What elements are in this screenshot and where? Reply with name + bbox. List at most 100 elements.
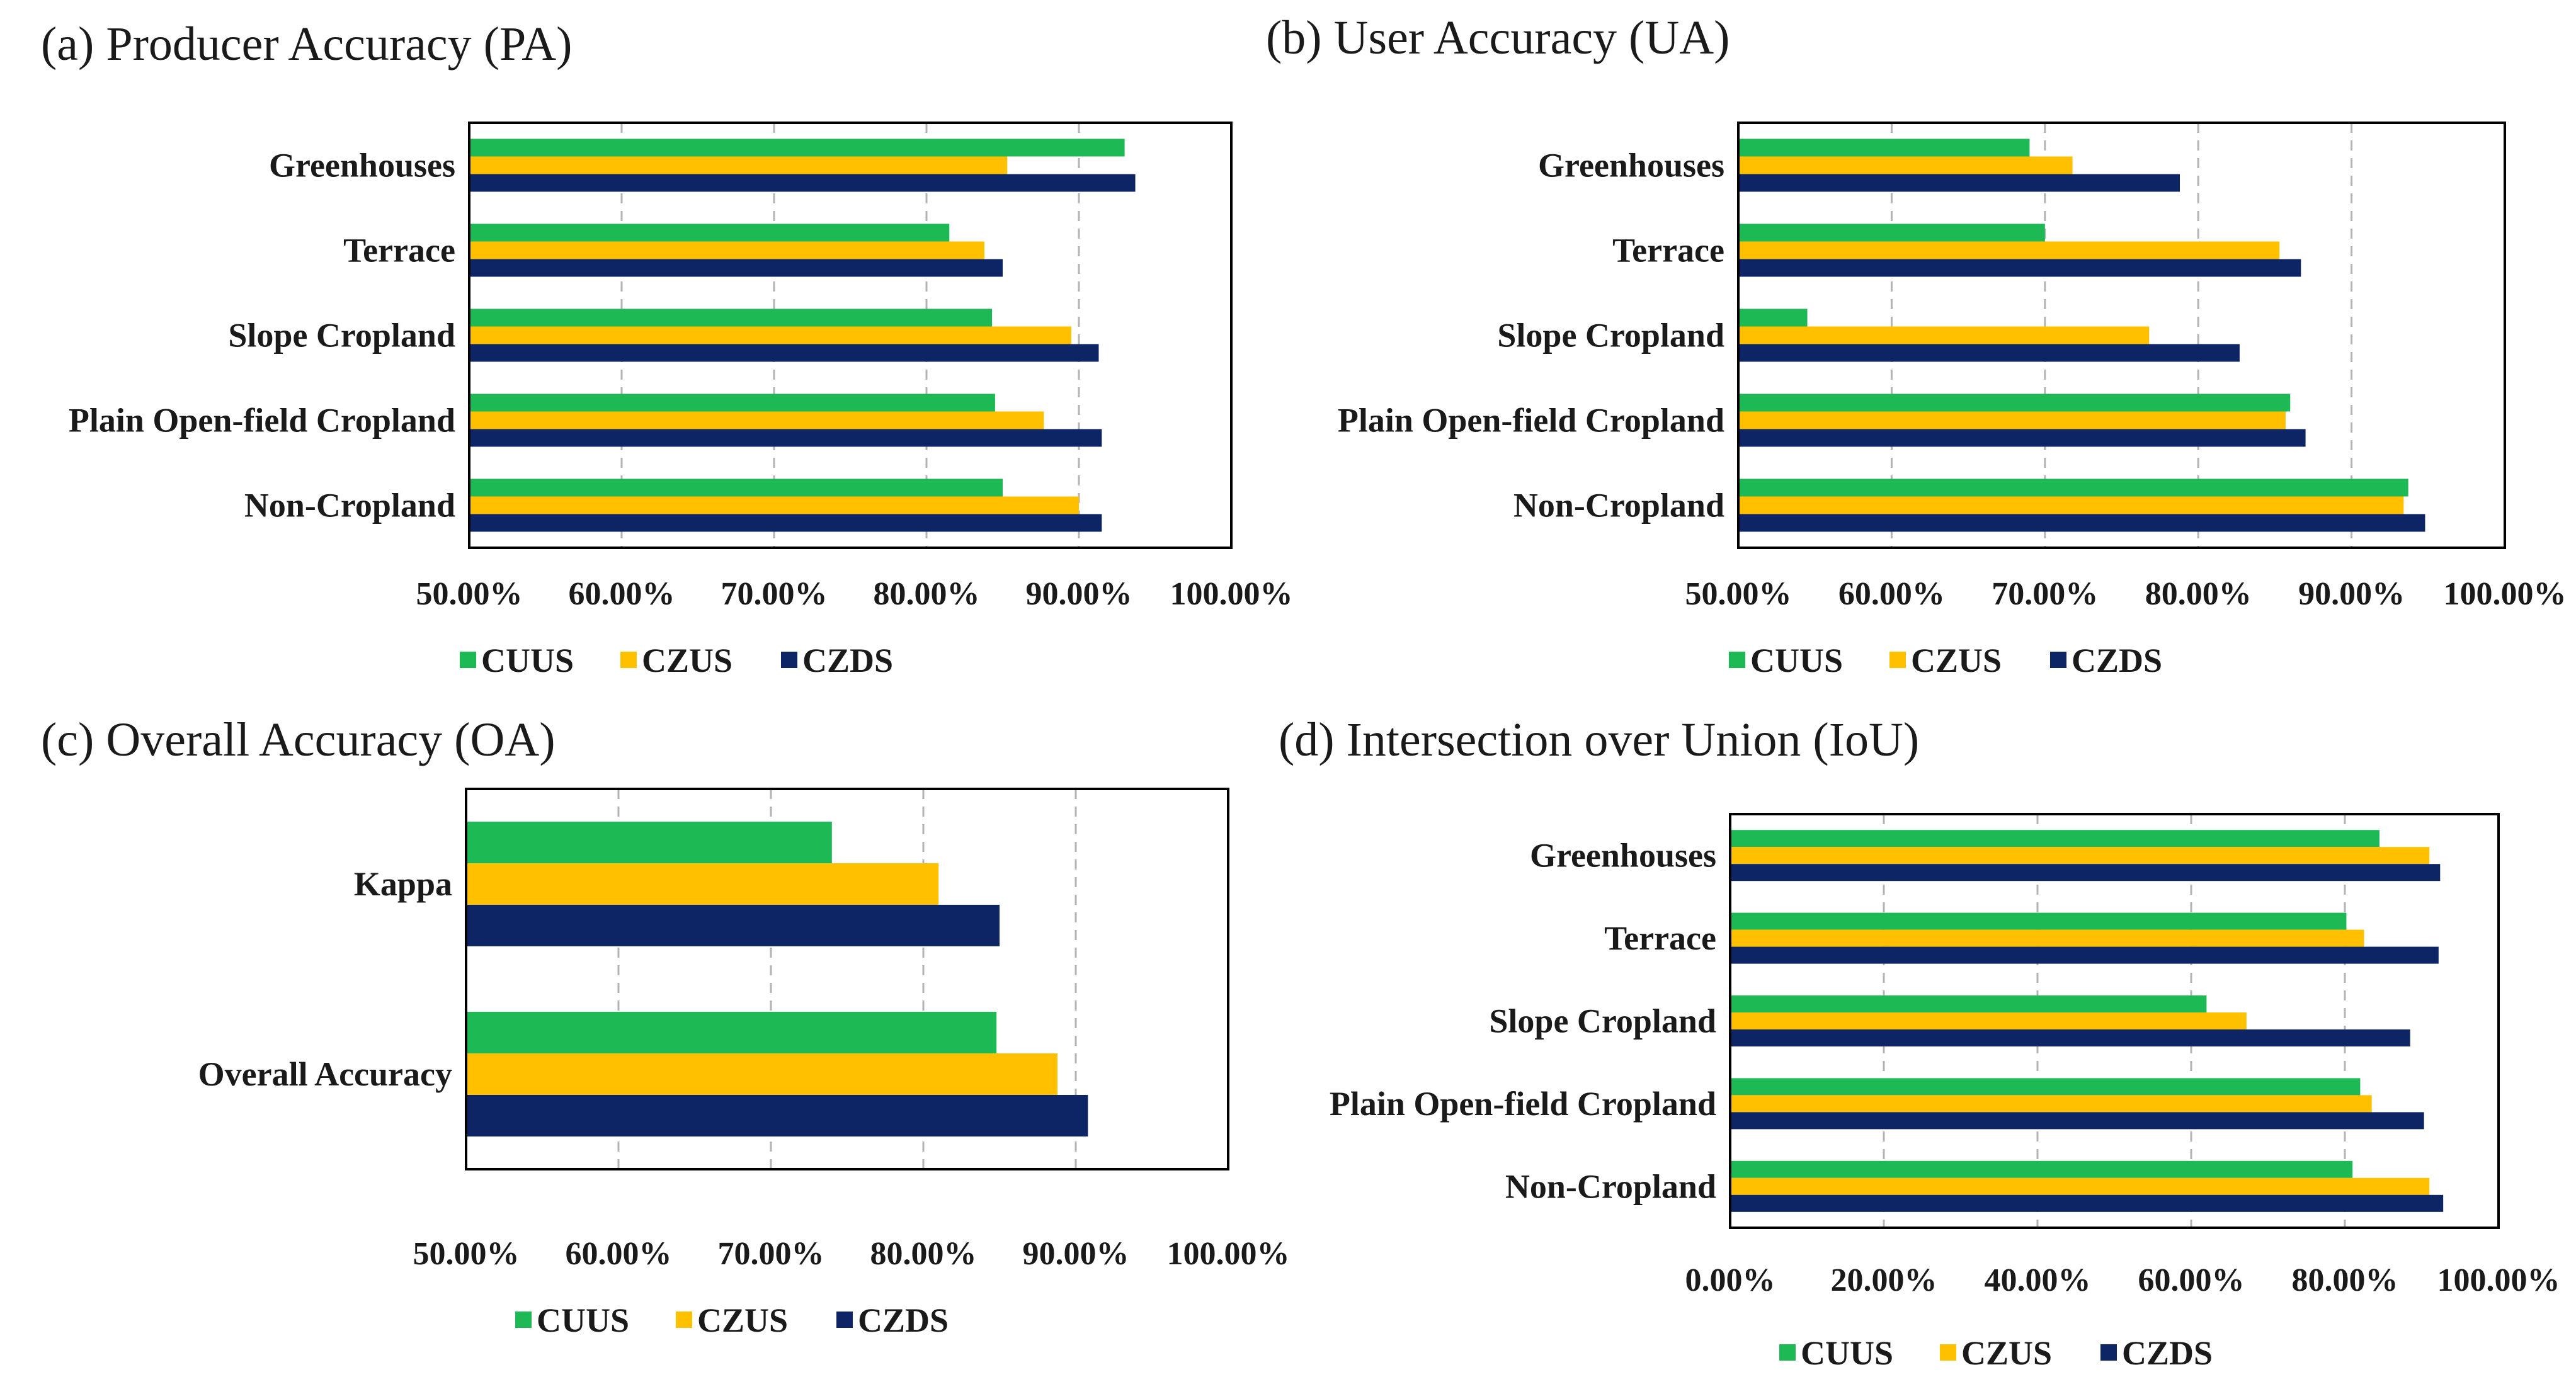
bar-czus-plain-open-field-cropland: [1738, 411, 2286, 429]
bar-czus-kappa: [466, 863, 939, 905]
category-label: Plain Open-field Cropland: [69, 402, 455, 439]
category-label: Plain Open-field Cropland: [1330, 1085, 1716, 1123]
x-tick-label: 100.00%: [1167, 1236, 1290, 1272]
bar-czus-terrace: [1738, 241, 2280, 259]
category-label: Plain Open-field Cropland: [1338, 402, 1724, 439]
bar-czus-greenhouses: [469, 156, 1008, 174]
bar-czus-greenhouses: [1730, 847, 2430, 864]
category-label: Slope Cropland: [1489, 1002, 1716, 1040]
legend-label: CUUS: [481, 642, 574, 679]
bar-cuus-greenhouses: [1730, 830, 2379, 847]
legend-swatch-czus: [1889, 652, 1906, 668]
category-label: Terrace: [1604, 919, 1716, 957]
x-tick-label: 60.00%: [569, 576, 675, 612]
legend-label: CZDS: [2122, 1334, 2213, 1372]
legend-swatch-czds: [2050, 652, 2066, 668]
legend-label: CZDS: [858, 1301, 949, 1339]
chart-panel-c: (c) Overall Accuracy (OA) Kappa Overall Ac…: [41, 713, 1290, 1339]
x-tick-label: 50.00%: [1685, 576, 1792, 612]
legend-label: CZUS: [1961, 1334, 2052, 1372]
chart-panel-a: (a) Producer Accuracy (PA) Greenhouses Ter…: [41, 18, 1293, 679]
bar-czds-slope-cropland: [1730, 1029, 2410, 1046]
bar-cuus-overall-accuracy: [466, 1012, 997, 1053]
bar-cuus-plain-open-field-cropland: [1738, 394, 2291, 412]
bar-cuus-slope-cropland: [469, 309, 993, 327]
plot-frame: [1737, 122, 2506, 549]
chart-panel-b: (b) User Accuracy (UA) Greenhouses Terrace…: [1266, 11, 2567, 679]
bar-czds-non-cropland: [1738, 514, 2425, 532]
bar-czus-non-cropland: [1730, 1177, 2430, 1195]
bar-czus-non-cropland: [1738, 496, 2404, 514]
chart-title: (a) Producer Accuracy (PA): [41, 18, 572, 71]
x-tick-label: 50.00%: [416, 576, 523, 612]
bar-cuus-non-cropland: [1730, 1160, 2353, 1178]
bar-cuus-terrace: [469, 224, 950, 242]
bar-czds-overall-accuracy: [466, 1095, 1088, 1136]
legend-swatch-czus: [676, 1312, 692, 1328]
plot-frame: [468, 122, 1233, 549]
bar-cuus-slope-cropland: [1730, 995, 2207, 1012]
plot-frame: [465, 788, 1229, 1170]
bar-cuus-plain-open-field-cropland: [1730, 1078, 2361, 1096]
x-tick-label: 20.00%: [1831, 1262, 1937, 1298]
legend-label: CZUS: [1911, 642, 2002, 679]
x-tick-label: 70.00%: [721, 576, 828, 612]
x-tick-label: 0.00%: [1685, 1262, 1775, 1298]
x-tick-label: 60.00%: [1838, 576, 1945, 612]
category-label: Kappa: [354, 865, 452, 903]
x-tick-label: 60.00%: [2138, 1262, 2245, 1298]
x-tick-label: 40.00%: [1985, 1262, 2091, 1298]
bar-czds-greenhouses: [1730, 864, 2441, 881]
bar-czus-plain-open-field-cropland: [469, 411, 1044, 429]
x-tick-label: 90.00%: [1023, 1236, 1129, 1272]
legend-swatch-czds: [836, 1312, 853, 1328]
legend-swatch-cuus: [1729, 652, 1745, 668]
bar-czds-plain-open-field-cropland: [1738, 429, 2306, 447]
x-tick-label: 90.00%: [1026, 576, 1132, 612]
bar-czus-greenhouses: [1738, 156, 2073, 174]
bar-czds-greenhouses: [469, 174, 1136, 192]
bar-czus-overall-accuracy: [466, 1053, 1057, 1095]
x-tick-label: 80.00%: [870, 1236, 977, 1272]
bar-czus-plain-open-field-cropland: [1730, 1095, 2372, 1113]
category-label: Non-Cropland: [244, 487, 455, 524]
bar-czds-kappa: [466, 905, 1000, 946]
x-tick-label: 50.00%: [413, 1236, 520, 1272]
bar-cuus-plain-open-field-cropland: [469, 394, 995, 412]
x-tick-label: 100.00%: [1170, 576, 1293, 612]
bar-czds-plain-open-field-cropland: [1730, 1112, 2424, 1130]
category-label: Greenhouses: [1530, 837, 1716, 875]
x-tick-label: 90.00%: [2298, 576, 2405, 612]
bar-czus-slope-cropland: [469, 326, 1071, 344]
x-tick-label: 100.00%: [2444, 576, 2567, 612]
bar-czds-terrace: [1738, 259, 2301, 277]
bar-cuus-greenhouses: [469, 139, 1125, 157]
bar-czus-slope-cropland: [1738, 326, 2150, 344]
bar-cuus-non-cropland: [1738, 479, 2408, 497]
legend-swatch-czus: [620, 652, 637, 668]
bar-czus-non-cropland: [469, 496, 1079, 514]
legend-swatch-czds: [781, 652, 797, 668]
x-tick-label: 80.00%: [874, 576, 980, 612]
x-tick-label: 80.00%: [2145, 576, 2252, 612]
bar-cuus-non-cropland: [469, 479, 1003, 497]
category-label: Slope Cropland: [1497, 317, 1724, 354]
x-tick-label: 70.00%: [718, 1236, 824, 1272]
bar-czds-slope-cropland: [469, 344, 1099, 362]
bar-cuus-terrace: [1738, 224, 2045, 242]
bar-cuus-terrace: [1730, 912, 2347, 930]
x-tick-label: 80.00%: [2292, 1262, 2398, 1298]
bar-czds-non-cropland: [469, 514, 1102, 532]
legend-swatch-czus: [1940, 1344, 1956, 1361]
bar-cuus-kappa: [466, 822, 832, 863]
x-tick-label: 60.00%: [566, 1236, 672, 1272]
chart-panel-d: (d) Intersection over Union (IoU) Greenho…: [1279, 713, 2560, 1372]
category-label: Non-Cropland: [1505, 1167, 1716, 1205]
x-tick-label: 100.00%: [2437, 1262, 2560, 1298]
category-label: Slope Cropland: [228, 317, 455, 354]
chart-title: (d) Intersection over Union (IoU): [1279, 713, 1919, 766]
legend-label: CZUS: [697, 1301, 788, 1339]
chart-title: (b) User Accuracy (UA): [1266, 11, 1730, 64]
chart-title: (c) Overall Accuracy (OA): [41, 713, 556, 766]
